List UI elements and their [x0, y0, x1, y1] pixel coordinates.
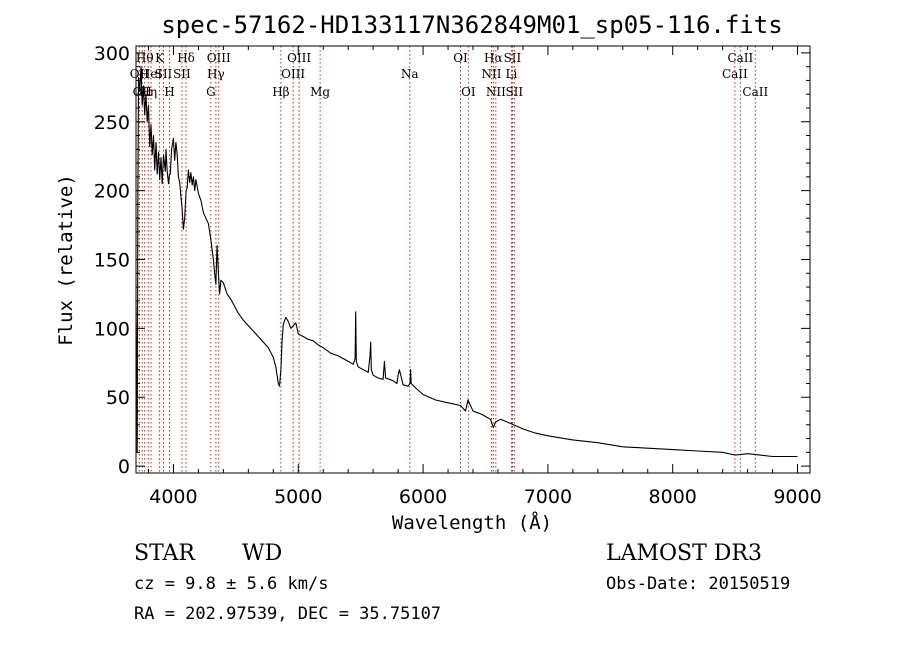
line-marker-label: OIII	[207, 51, 231, 65]
line-marker-label: Li	[506, 67, 518, 81]
y-tick-label: 50	[106, 387, 130, 409]
line-markers: OIIOIIHθHηHeIKSIIHHδSIIGHγOIIIHβOIIIOIII…	[130, 46, 768, 473]
line-marker-label: NII	[481, 67, 501, 81]
line-marker-label: Hα	[484, 51, 503, 65]
line-marker-label: OIII	[287, 51, 311, 65]
line-marker-label: SII	[504, 51, 522, 65]
x-axis-label: Wavelength (Å)	[392, 511, 552, 534]
x-tick-label: 8000	[649, 486, 697, 508]
line-marker-label: Mg	[310, 85, 330, 99]
line-marker-label: SII	[155, 67, 173, 81]
x-tick-label: 9000	[773, 486, 821, 508]
plot-frame	[135, 45, 811, 474]
line-marker-label: Na	[401, 67, 419, 81]
line-marker-label: SII	[505, 85, 523, 99]
spectrum-line	[135, 66, 798, 458]
coords-text: RA = 202.97539, DEC = 35.75107	[134, 604, 441, 624]
line-marker-label: OIII	[281, 67, 305, 81]
line-marker-label: OI	[453, 51, 468, 65]
x-tick-label: 5000	[274, 486, 322, 508]
y-tick-label: 300	[94, 43, 130, 65]
y-tick-label: 100	[94, 318, 130, 340]
x-axis: 4000 5000 6000 7000 8000 9000	[147, 46, 822, 508]
x-tick-label: 7000	[524, 486, 572, 508]
y-axis-label: Flux (relative)	[55, 174, 77, 346]
line-marker-label: Hθ	[136, 51, 154, 65]
line-marker-label: CaII	[742, 85, 768, 99]
x-tick-label: 4000	[149, 486, 197, 508]
y-tick-label: 250	[94, 112, 130, 134]
spectrum-series	[135, 66, 798, 458]
chart-title: spec-57162-HD133117N362849M01_sp05-116.f…	[161, 11, 782, 39]
redshift-text: cz = 9.8 ± 5.6 km/s	[134, 574, 328, 594]
line-marker-label: CaII	[722, 67, 748, 81]
line-marker-label: G	[206, 85, 216, 99]
obs-date-text: Obs-Date: 20150519	[606, 574, 790, 594]
object-subclass: WD	[242, 541, 282, 566]
line-marker-label: H	[164, 85, 174, 99]
line-marker-label: Hγ	[207, 67, 225, 81]
line-marker-label: OI	[461, 85, 476, 99]
object-class: STAR	[134, 541, 196, 566]
line-marker-label: SII	[173, 67, 191, 81]
line-marker-label: HeI	[140, 67, 163, 81]
line-marker-label: NII	[486, 85, 506, 99]
line-marker-label: Hδ	[177, 51, 195, 65]
y-tick-label: 0	[118, 456, 130, 478]
y-tick-label: 150	[94, 250, 130, 272]
line-marker-label: CaII	[727, 51, 753, 65]
line-marker-label: K	[155, 51, 165, 65]
x-tick-label: 6000	[399, 486, 447, 508]
survey-name: LAMOST DR3	[606, 541, 762, 566]
y-tick-label: 200	[94, 181, 130, 203]
line-marker-label: OII	[133, 85, 153, 99]
line-marker-label: Hβ	[272, 85, 289, 99]
y-axis: 0 50 100 150 200 250 300	[94, 43, 810, 478]
